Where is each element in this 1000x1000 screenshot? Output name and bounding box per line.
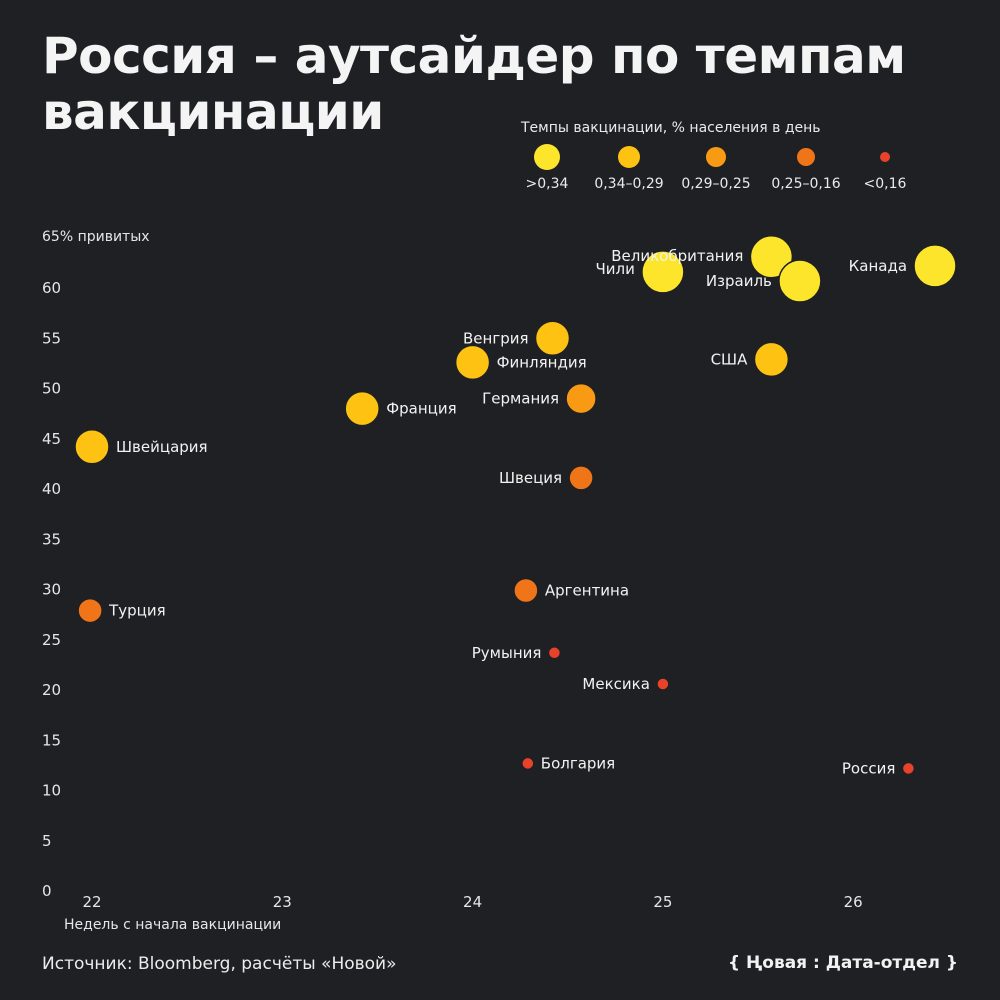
legend-label: 0,29–0,25 (681, 176, 751, 192)
data-point (74, 429, 110, 465)
legend-dot (618, 146, 640, 168)
y-tick-label: 20 (42, 681, 61, 699)
legend-label: >0,34 (525, 176, 569, 192)
y-tick-label: 35 (42, 530, 61, 548)
point-label: Германия (482, 390, 559, 408)
legend-item: 0,25–0,16 (761, 144, 851, 204)
point-label: Швейцария (116, 438, 208, 456)
legend-item: 0,34–0,29 (584, 144, 674, 204)
point-label: Швеция (499, 469, 562, 487)
points: Швейцария Турция Франция Финляндия Венгрия Ге… (74, 235, 957, 777)
y-tick-label: 40 (42, 480, 61, 498)
data-point (656, 677, 670, 691)
data-point (749, 235, 794, 279)
point-label: Франция (386, 400, 456, 418)
point-label: Канада (849, 257, 907, 275)
y-ticks: 0 5 10 15 20 25 30 35 40 45 50 55 60 (42, 279, 61, 900)
y-tick-label: 55 (42, 329, 61, 347)
legend-item: 0,29–0,25 (671, 144, 761, 204)
y-axis-label: 65% привитых (42, 229, 150, 245)
point-label: Великобритания (611, 247, 743, 265)
data-point (534, 320, 571, 357)
point-label: Чили (596, 260, 635, 278)
x-tick-label: 26 (844, 893, 863, 911)
source-note: Источник: Bloomberg, расчёты «Новой» (42, 954, 397, 974)
data-point (753, 341, 790, 378)
y-tick-label: 45 (42, 430, 61, 448)
data-point (547, 646, 562, 660)
legend-title: Темпы вакцинации, % населения в день (521, 120, 821, 136)
y-tick-label: 50 (42, 380, 61, 398)
point-label: Россия (842, 759, 896, 777)
x-axis-label: Недель с начала вакцинации (64, 917, 282, 933)
brand-logo: { Ңовая : Дата-отдел } (728, 953, 958, 973)
y-tick-label: 15 (42, 731, 61, 749)
data-point (913, 244, 957, 288)
data-point (901, 761, 916, 776)
point-label: Турция (108, 602, 166, 620)
y-tick-label: 60 (42, 279, 61, 297)
chart-title: Россия – аутсайдер по темпам вакцинации (42, 27, 906, 141)
data-point (778, 259, 822, 303)
legend-dot (706, 147, 726, 167)
y-tick-label: 25 (42, 631, 61, 649)
data-point (513, 577, 539, 604)
data-point (568, 465, 594, 491)
legend-dot (534, 144, 560, 170)
y-tick-label: 10 (42, 782, 61, 800)
x-tick-label: 25 (653, 893, 672, 911)
x-tick-label: 24 (463, 893, 482, 911)
y-tick-label: 30 (42, 581, 61, 599)
point-label: Венгрия (463, 329, 529, 347)
point-label: Финляндия (497, 353, 587, 371)
x-tick-label: 22 (82, 893, 101, 911)
data-point (641, 250, 685, 294)
point-label: США (711, 350, 749, 368)
legend-item: >0,34 (502, 144, 592, 204)
x-ticks: 22 23 24 25 26 (82, 893, 862, 911)
legend-dot (880, 152, 890, 162)
legend-label: <0,16 (863, 176, 907, 192)
legend-label: 0,34–0,29 (594, 176, 664, 192)
data-point (77, 597, 103, 624)
data-point (344, 390, 380, 427)
legend-label: 0,25–0,16 (771, 176, 841, 192)
data-point (454, 344, 491, 381)
y-tick-label: 0 (42, 882, 52, 900)
point-label: Аргентина (545, 582, 629, 600)
point-label: Израиль (706, 272, 772, 290)
legend-dot (797, 148, 815, 166)
point-label: Мексика (582, 675, 649, 693)
data-point (521, 756, 535, 771)
data-point (565, 382, 597, 415)
x-tick-label: 23 (273, 893, 292, 911)
y-tick-label: 5 (42, 832, 52, 850)
point-label: Болгария (541, 754, 615, 772)
point-label: Румыния (472, 644, 542, 662)
legend-item: <0,16 (840, 144, 930, 204)
